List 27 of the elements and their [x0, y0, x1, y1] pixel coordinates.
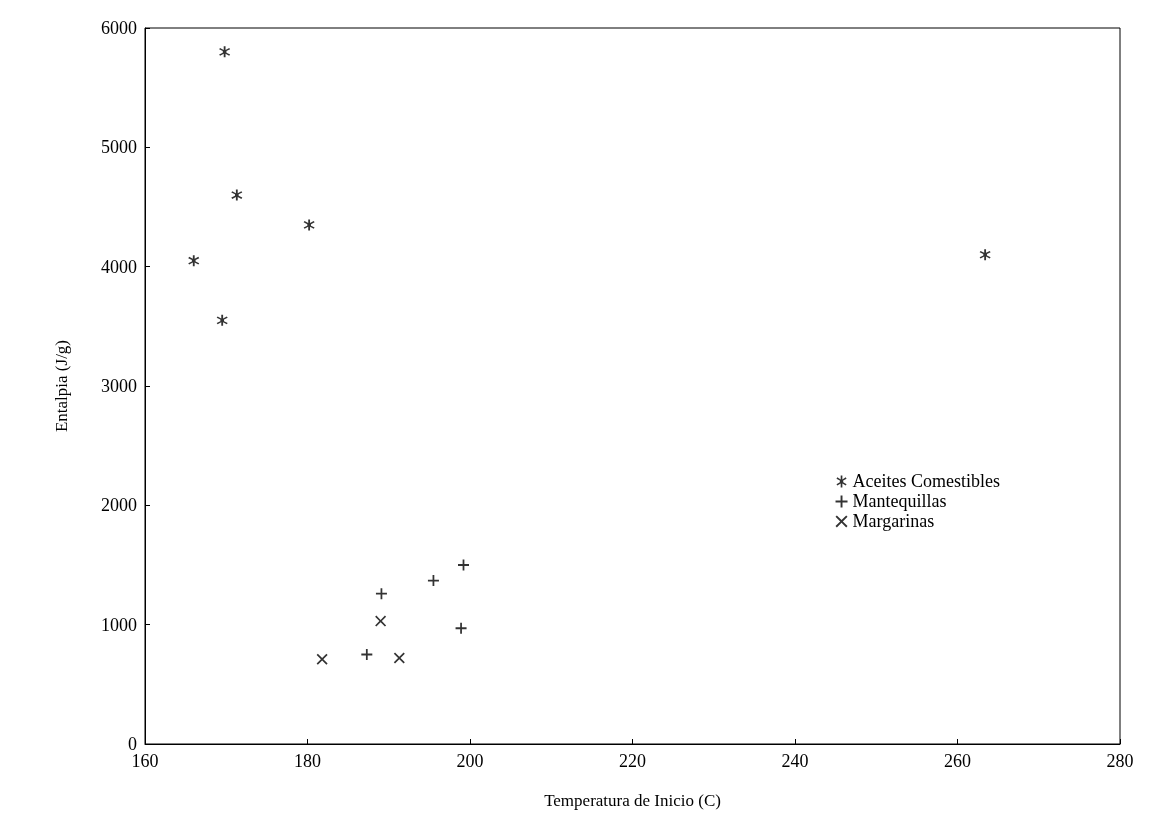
y-tick-label: 1000 [101, 614, 137, 635]
x-tick-label: 220 [619, 751, 646, 771]
point [455, 622, 467, 634]
legend-label: Margarinas [852, 511, 935, 532]
y-tick-label: 2000 [101, 495, 137, 516]
point [316, 653, 328, 665]
point [303, 219, 315, 231]
point [231, 189, 243, 201]
point [216, 314, 228, 326]
point [188, 255, 200, 267]
x-tick-label: 200 [456, 751, 484, 771]
x-axis-title: Temperatura de Inicio (C) [544, 791, 721, 810]
legend-label: Mantequillas [852, 491, 947, 512]
y-axis-title: Entalpia (J/g) [52, 339, 71, 433]
y-tick-label: 4000 [101, 256, 137, 277]
x-tick-label: 180 [294, 751, 321, 771]
y-tick-label: 5000 [101, 137, 137, 158]
legend-label: Aceites Comestibles [852, 471, 1001, 492]
y-tick-label: 0 [128, 734, 137, 754]
point [219, 46, 231, 58]
y-tick-label: 3000 [101, 376, 137, 396]
x-tick-label: 240 [781, 751, 809, 771]
x-tick-label: 160 [131, 751, 159, 771]
x-tick-label: 260 [944, 751, 971, 771]
point [979, 249, 991, 261]
y-tick-label: 6000 [101, 18, 137, 38]
x-tick-label: 280 [1106, 751, 1134, 771]
